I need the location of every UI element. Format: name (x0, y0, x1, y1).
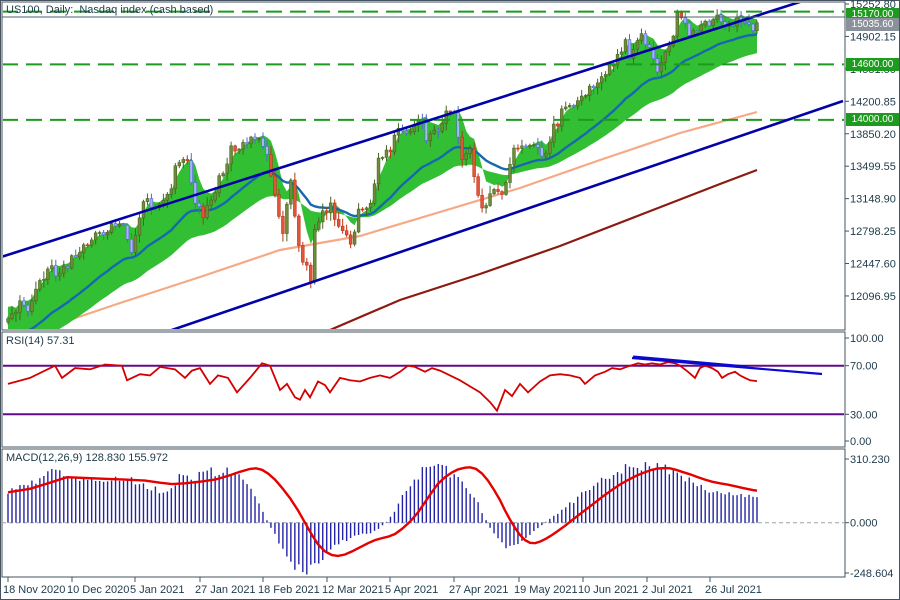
price-axis-label: 12447.60 (850, 259, 896, 271)
ma-salmon-line (39, 110, 758, 329)
rsi-line (7, 361, 758, 413)
macd-axis-label: -248.604 (850, 568, 893, 580)
rsi-axis-label: 30.00 (850, 409, 878, 421)
date-axis-label: 27 Jan 2021 (195, 584, 256, 596)
level-badge-14000: 14000.00 (846, 113, 899, 126)
ma-maroon-line (329, 168, 758, 329)
price-axis-label: 13499.55 (850, 161, 896, 173)
channel-lower-trendline (170, 99, 844, 329)
macd-axis-label: 0.000 (850, 518, 878, 530)
ma-band-fill (8, 13, 757, 329)
current-price-badge: 15035.60 (846, 18, 899, 31)
panel-border (1, 448, 846, 578)
macd-panel[interactable] (2, 462, 845, 575)
rsi-axis-label: 0.00 (850, 436, 871, 448)
price-axis-label: 12798.25 (850, 226, 896, 238)
date-axis-label: 26 Jul 2021 (705, 584, 762, 596)
date-axis-label: 10 Jun 2021 (578, 584, 639, 596)
ma-blue-line (28, 33, 758, 329)
macd-signal-line (7, 466, 758, 558)
price-axis-label: 13148.90 (850, 194, 896, 206)
rsi-panel[interactable] (2, 355, 845, 416)
date-axis-label: 18 Feb 2021 (258, 584, 320, 596)
date-axis-label: 5 Apr 2021 (385, 584, 438, 596)
date-axis-label: 10 Dec 2020 (67, 584, 129, 596)
price-axis-label: 13850.20 (850, 129, 896, 141)
level-badge-14600: 14600.00 (846, 58, 899, 71)
rsi-indicator-label: RSI(14) 57.31 (6, 335, 75, 347)
date-axis-label: 2 Jul 2021 (642, 584, 693, 596)
channel-upper-trendline (3, 3, 801, 258)
macd-axis-label: 310.230 (850, 454, 890, 466)
date-axis-label: 12 Mar 2021 (322, 584, 384, 596)
price-axis-label: 14200.85 (850, 96, 896, 108)
price-axis-label: 12096.95 (850, 291, 896, 303)
price-panel[interactable] (0, 0, 845, 358)
macd-indicator-label: MACD(12,26,9) 128.830 155.972 (6, 452, 169, 464)
price-axis-label: 15252.80 (850, 0, 896, 11)
date-axis-label: 27 Apr 2021 (449, 584, 508, 596)
date-axis-label: 5 Jan 2021 (130, 584, 184, 596)
rsi-axis-label: 100.00 (850, 333, 884, 345)
symbol-title: US100, Daily: Nasdaq index (cash based) (6, 4, 214, 16)
rsi-trendline (631, 356, 823, 376)
rsi-axis-label: 70.00 (850, 361, 878, 373)
date-axis-label: 18 Nov 2020 (3, 584, 65, 596)
price-axis-label: 14902.15 (850, 31, 896, 43)
date-axis-label: 19 May 2021 (514, 584, 578, 596)
level-badge-15170: 15170.00 (846, 8, 899, 21)
panel-border (1, 331, 846, 448)
